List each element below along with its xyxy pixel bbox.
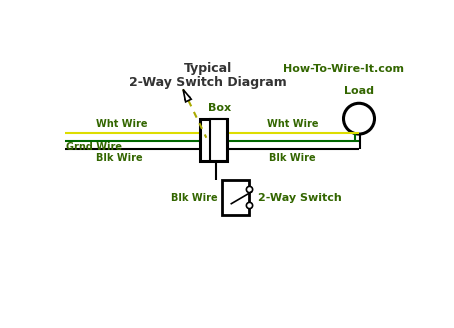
Text: Wht Wire: Wht Wire bbox=[95, 119, 147, 129]
Text: How-To-Wire-It.com: How-To-Wire-It.com bbox=[283, 64, 404, 73]
Text: Blk Wire: Blk Wire bbox=[269, 153, 316, 163]
Bar bbox=[222, 180, 249, 215]
Bar bbox=[200, 119, 227, 161]
Text: Box: Box bbox=[208, 103, 232, 113]
Text: Wht Wire: Wht Wire bbox=[266, 119, 318, 129]
Text: 2-Way Switch: 2-Way Switch bbox=[258, 193, 342, 203]
Text: Load: Load bbox=[344, 86, 374, 95]
Text: Blk Wire: Blk Wire bbox=[171, 193, 218, 203]
Text: Grnd Wire: Grnd Wire bbox=[66, 142, 122, 152]
Text: Blk Wire: Blk Wire bbox=[95, 153, 142, 163]
Polygon shape bbox=[183, 90, 191, 102]
Text: 2-Way Switch Diagram: 2-Way Switch Diagram bbox=[129, 76, 287, 89]
Text: Typical: Typical bbox=[184, 62, 232, 75]
Bar bbox=[210, 119, 227, 161]
